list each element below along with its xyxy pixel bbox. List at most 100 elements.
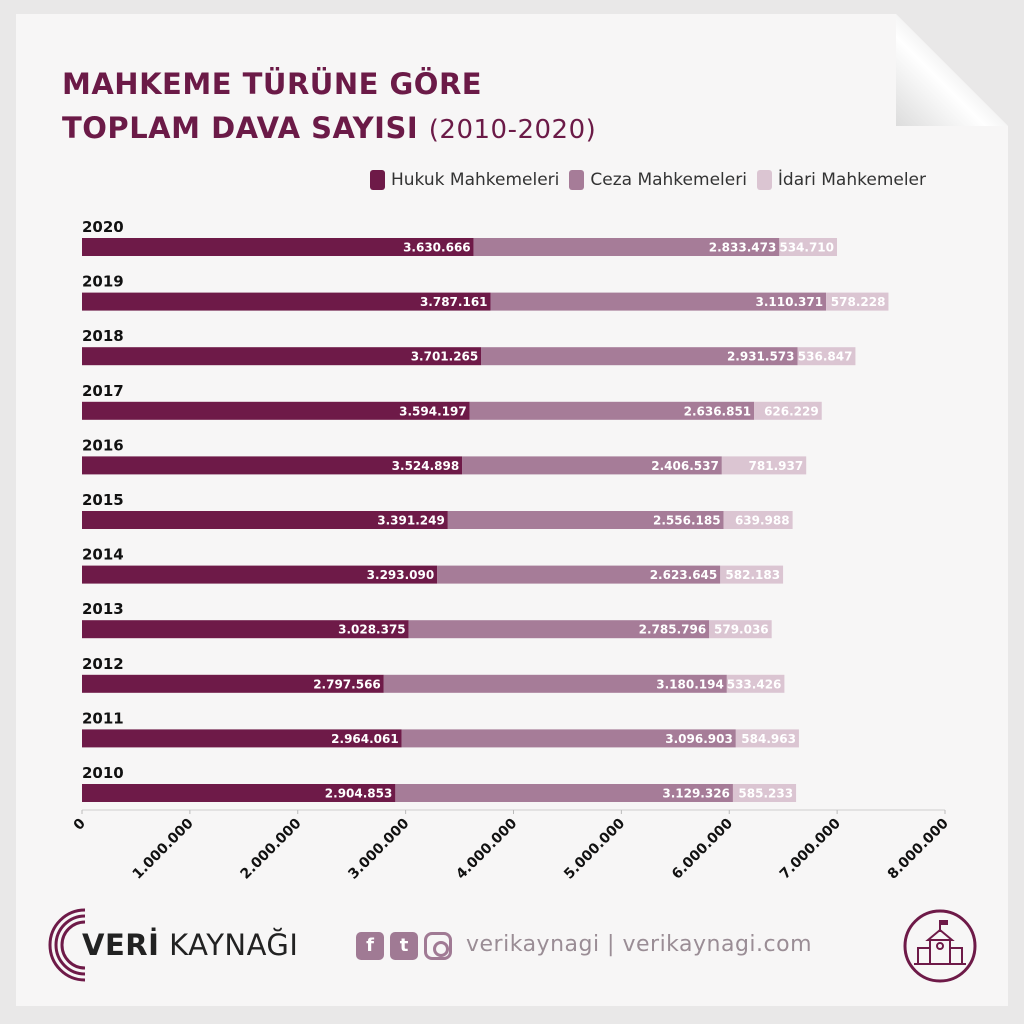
website-text: verikaynagi | verikaynagi.com [466,932,813,957]
bar-value-label: 3.391.249 [377,514,445,528]
bar-value-label: 2.556.185 [653,514,721,528]
x-tick-label: 5.000.000 [561,815,628,882]
bar-value-label: 3.701.265 [411,350,479,364]
bar-segment-2 [826,292,889,311]
bar-segment-2 [779,238,838,256]
bar-segment-0 [82,565,438,584]
bar-value-label: 626.229 [764,404,819,418]
bar-value-label: 2.623.645 [650,568,718,582]
bar-value-label: 578.228 [831,295,886,309]
year-label: 2011 [82,709,124,727]
x-tick-label: 0 [71,815,89,833]
bar-value-label: 3.110.371 [755,295,823,309]
bar-value-label: 579.036 [714,623,769,637]
legend-label-ceza: Ceza Mahkemeleri [590,170,747,190]
title-line-2: TOPLAM DAVA SAYISI [62,111,419,145]
year-label: 2013 [82,600,124,618]
bar-value-label: 3.028.375 [338,623,406,637]
paper-background [16,14,1008,1006]
bar-segment-1 [395,784,733,802]
bar-value-label: 533.426 [727,677,782,691]
bar-segment-2 [732,784,797,802]
bar-value-label: 639.988 [735,514,790,528]
bar-value-label: 2.904.853 [325,787,393,801]
bar-value-label: 3.293.090 [367,568,435,582]
bar-segment-1 [437,565,721,584]
bar-segment-0 [82,620,409,639]
bar-segment-2 [723,511,793,529]
bar-value-label: 582.183 [725,568,780,582]
bar-segment-2 [754,401,822,420]
bar-value-label: 2.964.061 [331,732,399,746]
year-label: 2012 [82,655,124,673]
veri-kaynagi-logo-icon [48,908,86,982]
bar-segment-2 [726,674,785,693]
bar-value-label: 3.180.194 [656,677,724,691]
bar-segment-1 [401,729,736,748]
bar-value-label: 3.524.898 [392,459,460,473]
x-tick-label: 7.000.000 [777,815,844,882]
bar-segment-1 [473,238,780,256]
bar-segment-0 [82,456,463,475]
x-tick-label: 6.000.000 [669,815,736,882]
title-years: (2010-2020) [428,115,597,145]
year-label: 2015 [82,491,124,509]
instagram-icon[interactable] [424,932,452,960]
year-label: 2016 [82,436,124,454]
year-label: 2019 [82,273,124,291]
legend-item-ceza: Ceza Mahkemeleri [569,170,747,190]
bar-segment-1 [408,620,710,639]
bar-chart: 2020 3.630.666 2.833.473 534.710 2019 3.787.1… [71,218,952,883]
x-tick-label: 2.000.000 [238,815,305,882]
bar-value-label: 3.096.903 [665,732,733,746]
year-label: 2017 [82,382,124,400]
bar-segment-2 [735,729,799,748]
bar-value-label: 2.931.573 [727,350,795,364]
legend-item-hukuk: Hukuk Mahkemeleri [370,170,559,190]
facebook-icon[interactable]: f [356,932,384,960]
brand-name-bold: VERİ [82,928,160,962]
bar-value-label: 2.406.537 [651,459,719,473]
bar-value-label: 2.636.851 [684,404,752,418]
bar-segment-0 [82,511,448,529]
school-building-icon [903,909,977,983]
year-label: 2010 [82,764,124,782]
bar-segment-1 [462,456,722,475]
bar-value-label: 3.594.197 [399,404,467,418]
x-tick-label: 8.000.000 [885,815,952,882]
bar-segment-2 [720,565,784,584]
bar-value-label: 2.833.473 [709,241,777,255]
year-label: 2020 [82,218,124,236]
chart-legend: Hukuk Mahkemeleri Ceza Mahkemeleri İdari… [370,170,960,190]
legend-swatch-hukuk [370,170,385,190]
legend-item-idari: İdari Mahkemeler [756,170,927,190]
bar-value-label: 536.847 [798,350,853,364]
bar-value-label: 3.787.161 [420,295,488,309]
x-tick-label: 4.000.000 [453,815,520,882]
bar-value-label: 3.630.666 [403,241,471,255]
title-line-1: MAHKEME TÜRÜNE GÖRE [62,67,483,101]
x-tick-label: 3.000.000 [345,815,412,882]
chart-title: MAHKEME TÜRÜNE GÖRE TOPLAM DAVA SAYISI (… [62,62,596,152]
bar-segment-1 [383,674,727,693]
legend-label-idari: İdari Mahkemeler [777,170,927,190]
legend-swatch-ceza [569,170,585,190]
legend-swatch-idari [756,170,772,190]
bar-segment-1 [481,347,798,366]
x-tick-label: 1.000.000 [130,815,197,882]
twitter-icon[interactable]: t [390,932,418,960]
bar-value-label: 3.129.326 [662,787,730,801]
bar-segment-1 [447,511,724,529]
bar-value-label: 781.937 [749,459,804,473]
bar-segment-2 [709,620,772,639]
bar-segment-0 [82,292,491,311]
bar-segment-1 [469,401,755,420]
year-label: 2018 [82,327,124,345]
bar-segment-0 [82,347,482,366]
bar-segment-0 [82,674,384,693]
legend-label-hukuk: Hukuk Mahkemeleri [391,170,560,190]
bar-segment-0 [82,238,474,256]
bar-segment-1 [490,292,827,311]
year-label: 2014 [82,546,124,564]
bar-segment-0 [82,729,402,748]
